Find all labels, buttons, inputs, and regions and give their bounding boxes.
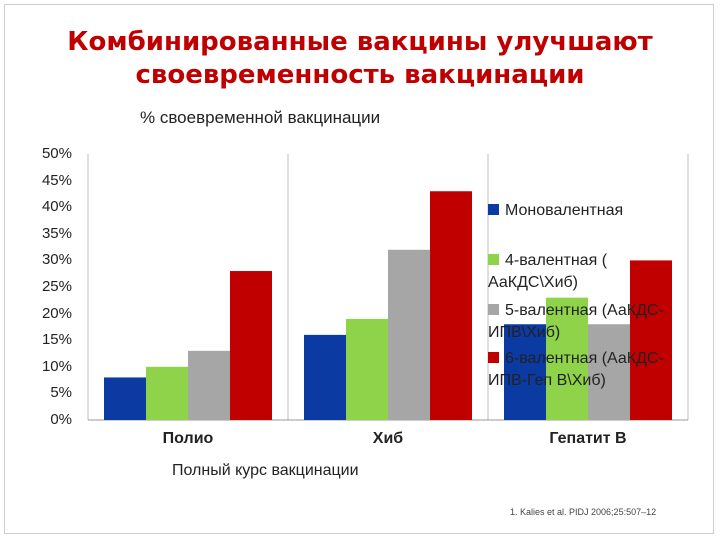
bar-1-2 — [304, 334, 346, 420]
legend-item: 4-валентная ( АаКДС\Хиб) — [488, 250, 698, 294]
legend-label: 5-валентная (АаКДС-ИПВ\Хиб) — [488, 302, 664, 341]
legend-label: Моновалентная — [505, 202, 624, 219]
bar-4-3 — [630, 260, 672, 420]
y-axis-title: % своевременной вакцинации — [140, 108, 381, 127]
y-tick-label: 0% — [50, 411, 72, 428]
x-axis-title: Полный курс вакцинации — [172, 462, 359, 479]
chart-title: Комбинированные вакцины улучшают своевре… — [0, 26, 720, 92]
y-tick-label: 5% — [50, 384, 72, 402]
bar-1-1 — [104, 377, 146, 420]
slide-frame — [4, 4, 714, 534]
category-label: Полио — [162, 430, 214, 447]
legend-label: 6-валентная (АаКДС-ИПВ-Геп В\Хиб) — [488, 350, 664, 389]
y-tick-label: 45% — [41, 171, 72, 189]
legend-swatch — [488, 254, 499, 265]
legend-label: 4-валентная ( АаКДС\Хиб) — [488, 252, 608, 291]
bar-3-1 — [188, 350, 230, 420]
bar-1-3 — [504, 324, 546, 420]
category-label: Гепатит B — [549, 430, 627, 447]
y-tick-label: 10% — [41, 357, 72, 375]
y-tick-label: 50% — [41, 145, 72, 162]
y-tick-label: 40% — [41, 198, 72, 216]
legend-swatch — [488, 204, 499, 215]
legend-item: 6-валентная (АаКДС-ИПВ-Геп В\Хиб) — [488, 348, 698, 392]
bar-2-3 — [546, 297, 588, 420]
y-tick-label: 25% — [41, 278, 72, 295]
bar-2-1 — [146, 366, 188, 420]
bar-3-3 — [588, 324, 630, 420]
legend-item: 5-валентная (АаКДС-ИПВ\Хиб) — [488, 300, 698, 344]
legend-swatch — [488, 352, 499, 363]
y-tick-label: 20% — [41, 304, 72, 322]
legend-item: Моновалентная — [488, 200, 698, 222]
category-label: Хиб — [372, 430, 404, 447]
y-tick-label: 30% — [41, 251, 72, 269]
y-tick-label: 35% — [41, 224, 72, 242]
source-citation: 1. Kalies et al. PIDJ 2006;25:507–12 — [510, 507, 657, 517]
y-tick-label: 15% — [41, 331, 72, 349]
bar-4-1 — [230, 271, 272, 420]
title-line-1: Комбинированные вакцины улучшают — [67, 27, 653, 57]
bar-2-2 — [346, 318, 388, 420]
title-line-2: своевременность вакцинации — [135, 60, 585, 90]
bar-3-2 — [388, 249, 430, 420]
legend-swatch — [488, 304, 499, 315]
bar-4-2 — [430, 191, 472, 420]
